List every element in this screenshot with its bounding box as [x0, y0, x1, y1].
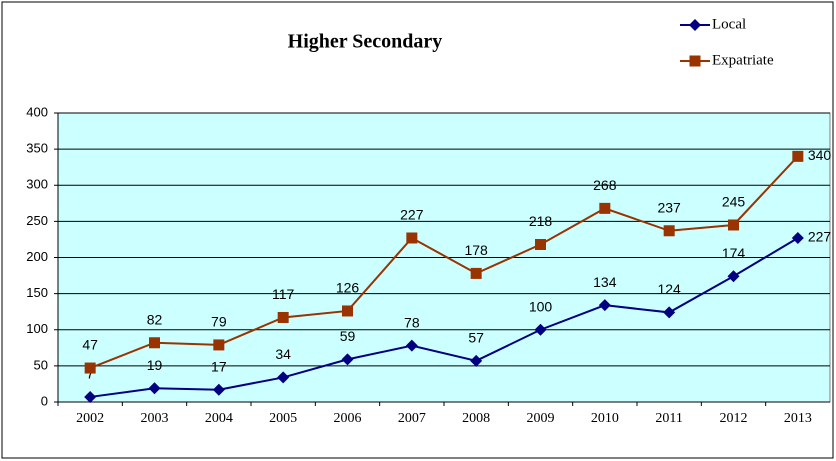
y-tick-label: 350: [26, 141, 48, 156]
data-label: 227: [400, 207, 424, 223]
data-label: 82: [147, 311, 163, 327]
data-point: [470, 354, 483, 367]
x-tick-label: 2013: [784, 411, 812, 426]
data-label: 17: [211, 358, 227, 374]
data-point: [405, 339, 418, 352]
data-point: [341, 353, 354, 366]
data-point: [84, 390, 97, 403]
data-point: [277, 371, 290, 384]
legend-label: Expatriate: [712, 52, 774, 68]
x-tick-label: 2007: [398, 411, 426, 426]
data-label: 34: [275, 346, 291, 362]
x-tick-label: 2010: [591, 411, 619, 426]
y-tick-label: 300: [26, 177, 48, 192]
data-point: [727, 270, 740, 283]
data-point: [728, 219, 739, 231]
data-point: [792, 150, 804, 162]
data-label: 57: [468, 330, 484, 346]
data-point: [406, 232, 418, 244]
x-tick-label: 2009: [527, 411, 555, 426]
data-label: 245: [722, 194, 746, 210]
x-tick-label: 2002: [76, 411, 104, 426]
series-line: [90, 237, 799, 398]
data-label: 19: [147, 357, 163, 373]
data-label: 178: [464, 242, 488, 258]
data-label: 117: [272, 286, 295, 302]
data-label: 47: [82, 337, 98, 353]
series-line: [89, 155, 799, 369]
y-tick-label: 150: [26, 285, 48, 300]
data-point: [663, 306, 676, 319]
data-label: 227: [808, 229, 832, 245]
y-tick-label: 50: [34, 357, 48, 372]
legend-marker: [689, 19, 701, 31]
data-label: 7: [86, 366, 94, 382]
y-tick-label: 250: [26, 213, 48, 228]
data-point: [148, 382, 161, 395]
legend-marker: [689, 55, 701, 67]
data-point: [534, 323, 547, 336]
data-point: [277, 311, 289, 323]
data-point: [212, 383, 225, 396]
legend-label: Local: [712, 16, 746, 32]
data-point: [213, 339, 225, 351]
chart-title: Higher Secondary: [288, 31, 443, 53]
data-label: 174: [722, 245, 746, 261]
data-point: [470, 267, 482, 279]
x-tick-label: 2011: [655, 411, 682, 426]
data-point: [791, 231, 804, 244]
data-point: [149, 337, 160, 349]
data-point: [342, 305, 353, 317]
data-point: [598, 299, 611, 312]
x-tick-label: 2006: [334, 411, 362, 426]
data-label: 78: [404, 314, 420, 330]
data-label: 340: [808, 147, 832, 163]
y-tick-label: 100: [26, 321, 48, 336]
data-label: 126: [336, 280, 360, 296]
data-label: 59: [340, 328, 356, 344]
y-tick-label: 200: [26, 249, 48, 264]
data-point: [663, 225, 675, 237]
data-label: 134: [593, 274, 617, 290]
data-label: 218: [529, 213, 553, 229]
data-label: 124: [657, 281, 681, 297]
x-tick-label: 2008: [462, 411, 490, 426]
data-label: 268: [593, 177, 617, 193]
data-point: [535, 238, 546, 250]
data-point: [599, 202, 611, 214]
y-tick-label: 0: [41, 393, 48, 408]
data-label: 237: [657, 199, 681, 215]
y-tick-label: 400: [26, 104, 48, 119]
data-label: 100: [529, 298, 553, 314]
data-point: [84, 362, 96, 374]
x-tick-label: 2012: [720, 411, 748, 426]
x-tick-label: 2004: [205, 411, 233, 426]
x-tick-label: 2005: [269, 411, 297, 426]
data-label: 79: [211, 314, 227, 330]
x-tick-label: 2003: [141, 411, 169, 426]
